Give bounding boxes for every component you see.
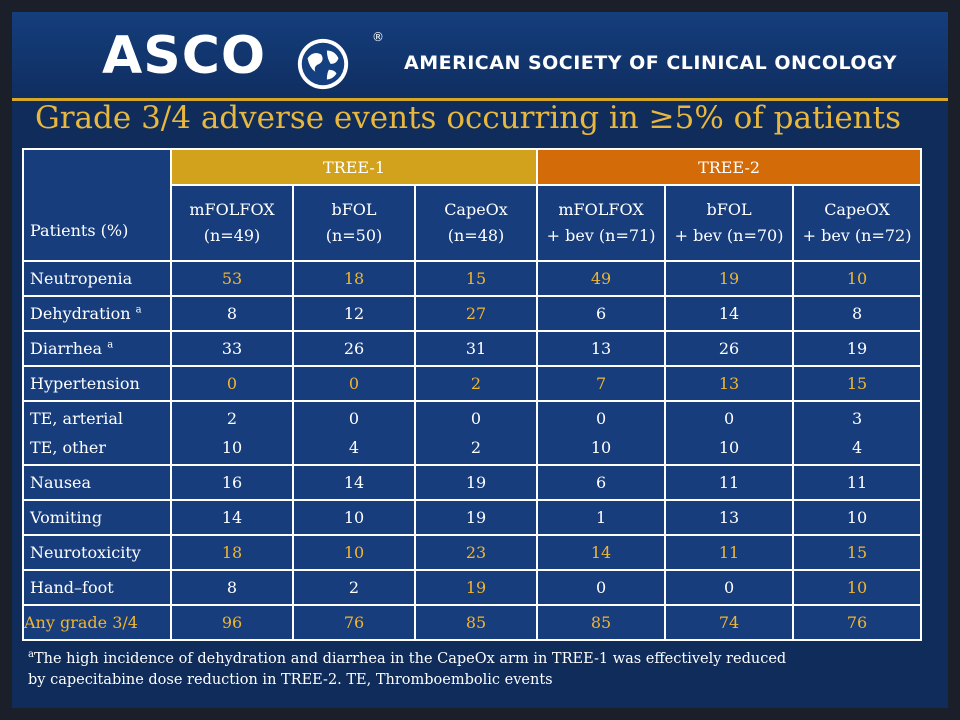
table-cell: 13 (536, 330, 667, 367)
table-cell: 74 (664, 604, 795, 641)
table-cell: 16 (170, 464, 294, 501)
table-cell: 27 (413, 295, 539, 332)
row-label: Diarrhea a (22, 330, 172, 367)
table-cell: 10 (792, 499, 923, 536)
table-cell: 19 (664, 260, 795, 297)
row-label: Neurotoxicity (22, 534, 172, 571)
row-label: Nausea (22, 464, 172, 501)
row-label: Neutropenia (22, 260, 172, 297)
table-cell: 31 (413, 330, 539, 367)
table-row: Hand–foot 8 2 19 0 0 10 (22, 569, 923, 606)
slide-title: Grade 3/4 adverse events occurring in ≥5… (34, 100, 902, 136)
table-cell: 14 (664, 295, 795, 332)
column-header: mFOLFOX + bev (n=71) (536, 184, 667, 262)
table-cell: 1 (536, 499, 667, 536)
table-cell: 26 (664, 330, 795, 367)
corner-label: Patients (%) (22, 148, 172, 262)
table-cell: 2 10 (170, 400, 294, 466)
column-header: bFOL + bev (n=70) (664, 184, 795, 262)
table-cell: 0 (664, 569, 795, 606)
table-cell: 96 (170, 604, 294, 641)
table-cell: 0 10 (536, 400, 667, 466)
row-label: Hand–foot (22, 569, 172, 606)
table-row: Neutropenia 53 18 15 49 19 10 (22, 260, 923, 297)
table-cell: 10 (292, 499, 416, 536)
table-cell: 15 (792, 534, 923, 571)
table-cell: 8 (792, 295, 923, 332)
table-cell: 6 (536, 295, 667, 332)
table-cell: 15 (413, 260, 539, 297)
table-row: Any grade 3/4 96 76 85 85 74 76 (22, 604, 923, 641)
table-cell: 13 (664, 499, 795, 536)
table-cell: 7 (536, 365, 667, 402)
table-cell: 10 (792, 260, 923, 297)
column-header: bFOL (n=50) (292, 184, 416, 262)
column-header: CapeOX + bev (n=72) (792, 184, 923, 262)
table-cell: 15 (792, 365, 923, 402)
table-cell: 0 (292, 365, 416, 402)
row-label: Any grade 3/4 (22, 604, 172, 641)
table-cell: 85 (413, 604, 539, 641)
table-cell: 10 (792, 569, 923, 606)
table-cell: 85 (536, 604, 667, 641)
table-cell: 14 (292, 464, 416, 501)
table-cell: 8 (170, 295, 294, 332)
table-cell: 33 (170, 330, 294, 367)
asco-logo: ASCO (102, 26, 267, 86)
table-cell: 18 (170, 534, 294, 571)
table-cell: 49 (536, 260, 667, 297)
header-divider (12, 98, 948, 101)
table-cell: 18 (292, 260, 416, 297)
row-label: Dehydration a (22, 295, 172, 332)
table-cell: 26 (292, 330, 416, 367)
table-cell: 76 (792, 604, 923, 641)
adverse-events-table: Patients (%) TREE-1 TREE-2 mFOLFOX (n=49)… (22, 148, 923, 641)
table-cell: 23 (413, 534, 539, 571)
table-cell: 53 (170, 260, 294, 297)
table-cell: 19 (413, 499, 539, 536)
column-header: CapeOx (n=48) (413, 184, 539, 262)
table-row: Diarrhea a 33 26 31 13 26 19 (22, 330, 923, 367)
table-cell: 19 (792, 330, 923, 367)
table-cell: 8 (170, 569, 294, 606)
organization-name: AMERICAN SOCIETY OF CLINICAL ONCOLOGY (404, 52, 897, 74)
group-header-tree1: TREE-1 (169, 148, 539, 186)
table-cell: 13 (664, 365, 795, 402)
globe-icon (297, 38, 349, 90)
table-cell: 6 (536, 464, 667, 501)
table-row: Vomiting 14 10 19 1 13 10 (22, 499, 923, 536)
table-row: Nausea 16 14 19 6 11 11 (22, 464, 923, 501)
table-cell: 14 (170, 499, 294, 536)
footnote: aThe high incidence of dehydration and d… (28, 649, 787, 688)
table-cell: 0 10 (664, 400, 795, 466)
table-cell: 19 (413, 569, 539, 606)
table-row: Dehydration a 8 12 27 6 14 8 (22, 295, 923, 332)
row-label: Hypertension (22, 365, 172, 402)
table-cell: 2 (413, 365, 539, 402)
table-cell: 19 (413, 464, 539, 501)
row-label: Vomiting (22, 499, 172, 536)
registered-mark: ® (372, 30, 384, 44)
column-header: mFOLFOX (n=49) (170, 184, 294, 262)
table-row: Neurotoxicity 18 10 23 14 11 15 (22, 534, 923, 571)
table-cell: 76 (292, 604, 416, 641)
table-cell: 14 (536, 534, 667, 571)
table-cell: 11 (664, 464, 795, 501)
table-cell: 11 (792, 464, 923, 501)
table-cell: 0 (170, 365, 294, 402)
header-banner: ASCO ® AMERICAN SOCIETY OF CLINICAL ONCO… (12, 12, 948, 98)
group-header-tree2: TREE-2 (536, 148, 923, 186)
row-label: TE, arterial TE, other (22, 400, 172, 466)
table-cell: 2 (292, 569, 416, 606)
table-cell: 0 (536, 569, 667, 606)
table-row: Hypertension 0 0 2 7 13 15 (22, 365, 923, 402)
table-cell: 10 (292, 534, 416, 571)
table-cell: 12 (292, 295, 416, 332)
table-cell: 11 (664, 534, 795, 571)
